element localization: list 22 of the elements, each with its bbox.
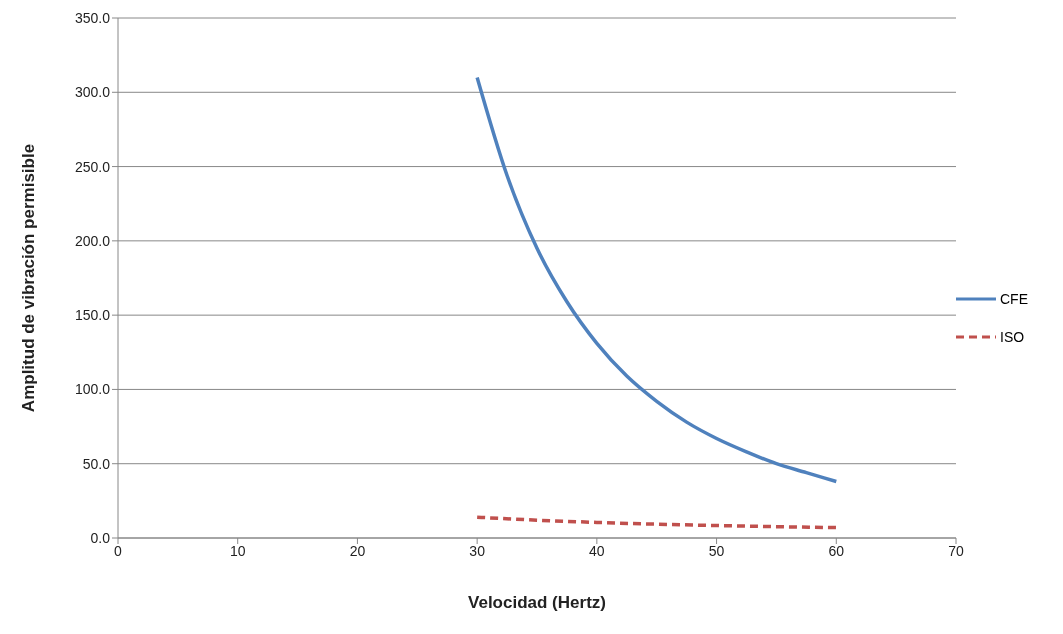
x-tick-label: 70 [948,542,964,559]
x-tick-label: 40 [589,542,605,559]
y-tick-label: 50.0 [82,455,111,472]
x-tick-label: 0 [114,542,123,559]
y-tick-label: 100.0 [74,381,111,398]
y-tick-label: 150.0 [74,307,111,324]
x-tick-label: 60 [828,542,845,559]
line-series [475,515,839,530]
x-tick-label: 20 [349,542,366,559]
y-tick-label: 0.0 [90,529,111,546]
y-tick-label: 350.0 [74,9,111,26]
x-tick-label: 50 [708,542,725,559]
y-tick-label: 300.0 [74,84,111,101]
y-axis-title: Amplitud de vibración permisible [19,143,39,413]
x-tick-label: 10 [229,542,246,559]
x-axis-title: Velocidad (Hertz) [468,593,606,612]
line-series [475,75,839,484]
y-tick-label: 250.0 [74,158,111,175]
x-tick-label: 30 [469,542,486,559]
y-tick-label: 200.0 [74,232,111,249]
legend-label: ISO [1000,329,1025,345]
legend-label: CFE [1000,291,1028,307]
